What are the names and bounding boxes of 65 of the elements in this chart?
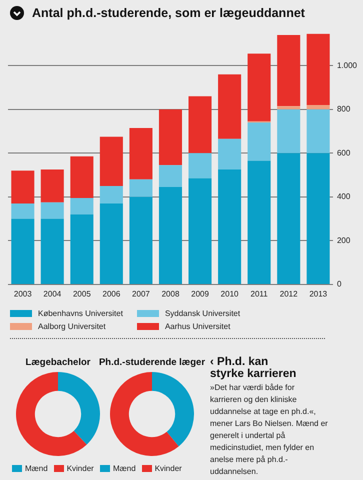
x-tick-label: 2013 [309,289,328,298]
chart-title: Lægebachelor [26,357,90,368]
bar [306,109,330,154]
legend-label: Syddansk Universitet [164,309,240,318]
bar [306,105,330,110]
bar [188,96,212,154]
bar [70,198,94,214]
bar [129,128,152,180]
bar [11,218,34,284]
bar [70,156,94,198]
bar [277,153,300,284]
text: ‹ Ph.d. kan styrke karrieren [210,356,298,380]
legend-label: Københavns Universitet [38,309,123,318]
y-tick-label: 200 [336,236,351,245]
x-tick-label: 2006 [102,289,121,298]
bar [11,170,34,204]
x-tick-label: 2009 [191,289,210,298]
bar [40,170,64,202]
bar [277,106,300,110]
bar [218,74,242,139]
legend-label: Aalborg Universitet [38,322,106,331]
x-tick-label: 2005 [72,289,92,298]
x-tick-label: 2010 [220,289,240,298]
legend-label: Aarhus Universitet [164,322,230,331]
y-tick-label: 1.000 [336,60,358,70]
bar [277,34,300,106]
y-tick-label: 400 [336,192,351,202]
bar [306,34,330,105]
bar [129,196,152,284]
x-tick-label: 2008 [162,289,180,298]
x-tick-label: 2004 [43,289,62,298]
x-tick-label: 2003 [14,289,32,298]
bar [277,109,300,154]
text: »Det har værdi både for karrieren og den kliniske uddannelse at tage en ph.d.«, mener Lars Bo Nielsen. Mænd er generelt i undertal på medicinstudiet, men fylder en anelse mere på ph.d.-uddannelsen. [210,382,328,478]
bar [188,178,212,284]
x-tick-label: 2007 [132,289,150,298]
y-tick-label: 800 [336,104,351,114]
y-tick-label: 0 [336,280,342,289]
bar [248,160,271,284]
bar [158,165,182,188]
bar [248,54,271,122]
bar [40,202,64,219]
y-tick-label: 600 [336,148,351,158]
bar [218,138,242,170]
legend-label: Kvinder [154,464,182,473]
chart-title: Ph.d.-studerende læger [98,357,206,368]
bar [218,170,242,284]
bar [129,179,152,197]
bar [158,109,182,166]
bar [70,214,94,284]
bar [158,187,182,284]
legend-label: Mænd [113,464,136,473]
bar [100,203,123,284]
legend-label: Kvinder [66,464,94,473]
bar [100,136,123,186]
chart-title: Antal ph.d.-studerende, som er lægeuddannet [32,6,305,20]
bar [40,218,64,284]
x-tick-label: 2012 [280,289,298,298]
bar [100,186,123,204]
bar [248,122,271,161]
bar [11,203,34,219]
bar [188,153,212,178]
legend-label: Mænd [25,464,48,473]
bar [306,153,330,284]
x-tick-label: 2011 [250,289,268,298]
